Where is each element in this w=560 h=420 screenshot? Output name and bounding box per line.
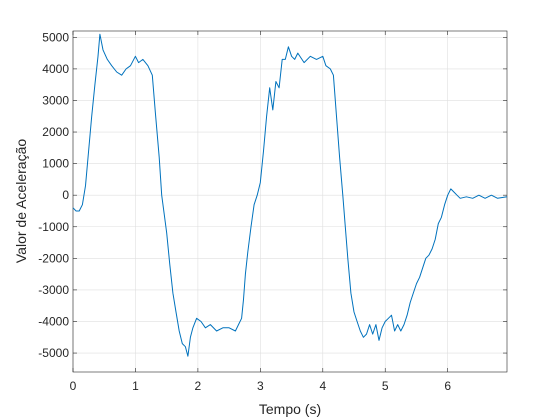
y-tick-label: -5000 (38, 346, 69, 360)
x-tick-label: 3 (257, 379, 264, 393)
y-tick-label: 5000 (42, 30, 69, 44)
x-axis: 0 1 2 3 4 5 6 (70, 31, 451, 393)
y-tick-label: 3000 (42, 93, 69, 107)
series-line (72, 33, 508, 357)
data-series (72, 33, 508, 357)
x-axis-label: Tempo (s) (259, 401, 321, 417)
grid-lines (72, 31, 507, 372)
x-tick-label: 4 (319, 379, 326, 393)
plot-frame (72, 30, 508, 373)
y-tick-label: -4000 (38, 314, 69, 328)
x-tick-label: 2 (195, 379, 202, 393)
y-tick-label: 0 (62, 188, 69, 202)
x-tick-label: 1 (132, 379, 139, 393)
y-tick-label: 1000 (42, 157, 69, 171)
x-tick-label: 5 (382, 379, 389, 393)
y-tick-label: 4000 (42, 62, 69, 76)
plot-area (73, 31, 507, 372)
y-axis-label: Valor de Aceleração (13, 139, 29, 263)
y-tick-label: -1000 (38, 220, 69, 234)
y-tick-label: -2000 (38, 251, 69, 265)
y-tick-label: 2000 (42, 125, 69, 139)
x-tick-label: 6 (444, 379, 451, 393)
y-tick-label: -3000 (38, 283, 69, 297)
y-axis: -5000 -4000 -3000 -2000 -1000 0 1000 2000 3000 40… (38, 30, 507, 360)
x-tick-label: 0 (70, 379, 77, 393)
